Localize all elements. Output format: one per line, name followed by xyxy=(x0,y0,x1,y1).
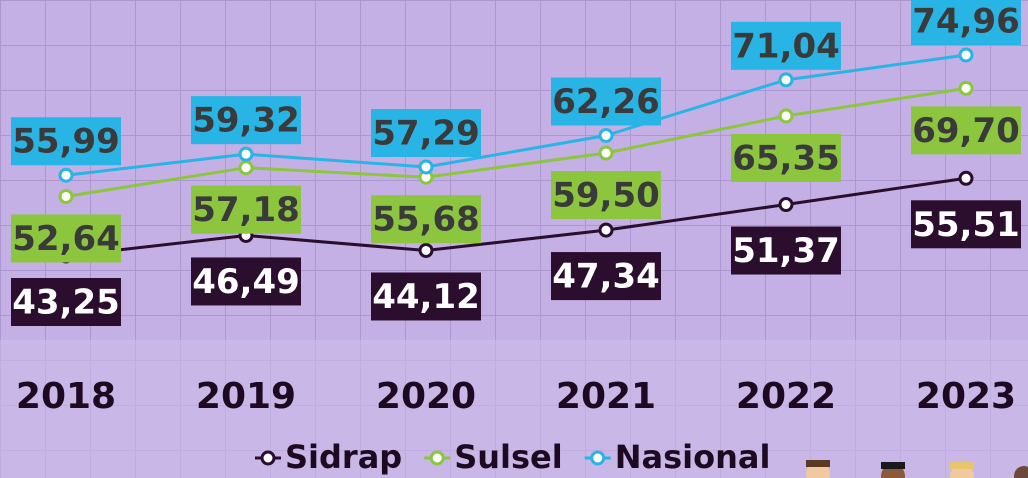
data-label: 57,18 xyxy=(192,190,300,230)
data-label: 55,68 xyxy=(372,200,480,240)
legend-marker xyxy=(431,452,443,464)
x-tick-label: 2020 xyxy=(376,376,476,417)
point xyxy=(780,110,792,122)
point xyxy=(960,49,972,61)
legend-marker xyxy=(262,452,274,464)
point xyxy=(240,162,252,174)
data-label: 43,25 xyxy=(12,283,120,323)
point xyxy=(960,172,972,184)
point xyxy=(600,130,612,142)
point xyxy=(780,74,792,86)
legend-label: Sulsel xyxy=(454,438,563,476)
point xyxy=(60,169,72,181)
data-label: 55,51 xyxy=(912,205,1020,245)
x-tick-label: 2019 xyxy=(196,376,296,417)
point xyxy=(60,190,72,202)
data-label: 44,12 xyxy=(372,277,480,317)
data-label: 57,29 xyxy=(372,114,480,154)
chart-background: 2018 2019 2020 2021 2022 2023 43,25 46,49 44,12 4… xyxy=(0,0,1028,478)
point xyxy=(240,148,252,160)
point xyxy=(600,147,612,159)
point xyxy=(420,161,432,173)
chart: 2018 2019 2020 2021 2022 2023 43,25 46,49 44,12 4… xyxy=(0,0,1028,478)
data-label: 46,49 xyxy=(192,262,300,302)
data-label: 52,64 xyxy=(12,219,120,259)
point xyxy=(960,82,972,94)
x-tick-label: 2023 xyxy=(916,376,1016,417)
data-label: 51,37 xyxy=(732,231,840,271)
point xyxy=(600,224,612,236)
point xyxy=(420,244,432,256)
data-label: 71,04 xyxy=(732,26,840,66)
data-label: 62,26 xyxy=(552,82,660,122)
data-label: 69,70 xyxy=(912,111,1020,151)
legend-label: Sidrap xyxy=(285,438,402,476)
legend-label: Nasional xyxy=(615,438,771,476)
x-tick-label: 2022 xyxy=(736,376,836,417)
data-label: 59,50 xyxy=(552,175,660,215)
x-tick-label: 2021 xyxy=(556,376,656,417)
legend-marker xyxy=(592,452,604,464)
data-label: 47,34 xyxy=(552,257,660,297)
point xyxy=(780,199,792,211)
x-tick-label: 2018 xyxy=(16,376,116,417)
data-label: 74,96 xyxy=(912,2,1020,42)
data-label: 55,99 xyxy=(12,122,120,162)
data-label: 59,32 xyxy=(192,101,300,141)
data-label: 65,35 xyxy=(732,138,840,178)
